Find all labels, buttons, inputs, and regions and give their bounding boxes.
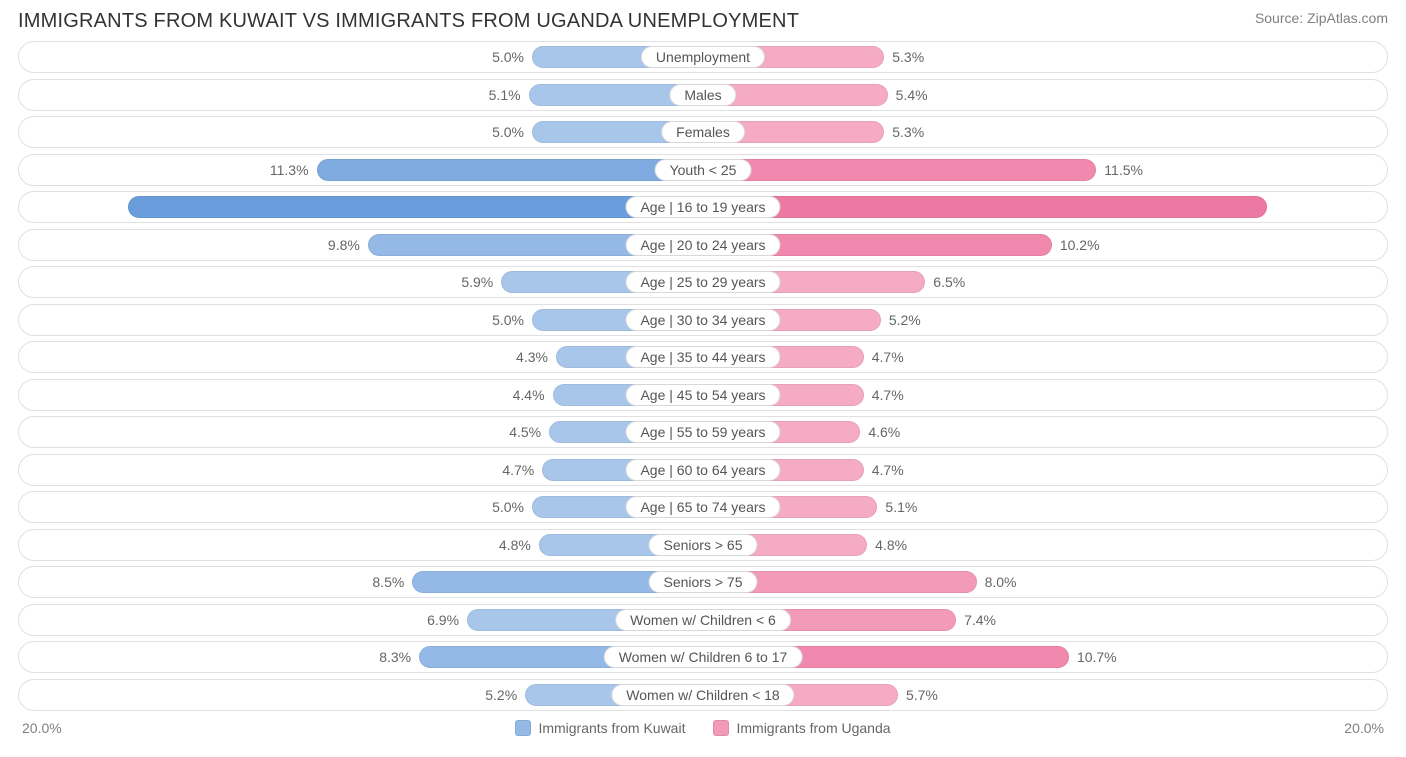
category-label: Women w/ Children 6 to 17	[604, 646, 803, 668]
chart-row: 4.3% 4.7% Age | 35 to 44 years	[18, 341, 1388, 373]
chart-row: 4.7% 4.7% Age | 60 to 64 years	[18, 454, 1388, 486]
value-right: 7.4%	[964, 612, 996, 628]
value-left: 5.2%	[485, 687, 517, 703]
category-label: Women w/ Children < 18	[611, 684, 794, 706]
value-right: 5.7%	[906, 687, 938, 703]
chart-row: 6.9% 7.4% Women w/ Children < 6	[18, 604, 1388, 636]
bar-right	[703, 159, 1096, 181]
chart-row: 4.8% 4.8% Seniors > 65	[18, 529, 1388, 561]
axis-max-right: 20.0%	[1344, 720, 1384, 736]
bar-left	[317, 159, 703, 181]
value-right: 4.7%	[872, 387, 904, 403]
value-left: 4.8%	[499, 537, 531, 553]
chart-row: 5.0% 5.3% Females	[18, 116, 1388, 148]
legend-label-right: Immigrants from Uganda	[736, 720, 890, 736]
category-label: Age | 20 to 24 years	[625, 234, 780, 256]
category-label: Age | 25 to 29 years	[625, 271, 780, 293]
value-left: 6.9%	[427, 612, 459, 628]
legend-label-left: Immigrants from Kuwait	[538, 720, 685, 736]
chart-row: 5.9% 6.5% Age | 25 to 29 years	[18, 266, 1388, 298]
value-right: 5.3%	[892, 49, 924, 65]
chart-area: 5.0% 5.3% Unemployment 5.1% 5.4% Males 5.0% 5.3…	[0, 35, 1406, 711]
value-left: 5.1%	[489, 87, 521, 103]
value-right: 8.0%	[985, 574, 1017, 590]
category-label: Males	[669, 84, 736, 106]
value-right: 5.3%	[892, 124, 924, 140]
chart-row: 5.0% 5.3% Unemployment	[18, 41, 1388, 73]
value-left: 8.3%	[379, 649, 411, 665]
chart-row: 5.0% 5.2% Age | 30 to 34 years	[18, 304, 1388, 336]
page-title: IMMIGRANTS FROM KUWAIT VS IMMIGRANTS FRO…	[18, 10, 799, 33]
value-left: 5.9%	[461, 274, 493, 290]
category-label: Age | 16 to 19 years	[625, 196, 780, 218]
chart-row: 5.1% 5.4% Males	[18, 79, 1388, 111]
axis-max-left: 20.0%	[22, 720, 62, 736]
value-left: 5.0%	[492, 49, 524, 65]
chart-row: 5.2% 5.7% Women w/ Children < 18	[18, 679, 1388, 711]
value-left: 5.0%	[492, 124, 524, 140]
chart-row: 16.8% 16.5% Age | 16 to 19 years	[18, 191, 1388, 223]
value-left: 4.7%	[502, 462, 534, 478]
value-right: 10.7%	[1077, 649, 1117, 665]
value-left: 5.0%	[492, 499, 524, 515]
category-label: Age | 60 to 64 years	[625, 459, 780, 481]
category-label: Unemployment	[641, 46, 765, 68]
chart-row: 8.3% 10.7% Women w/ Children 6 to 17	[18, 641, 1388, 673]
value-right: 6.5%	[933, 274, 965, 290]
value-right: 5.2%	[889, 312, 921, 328]
value-right: 4.7%	[872, 462, 904, 478]
value-left: 4.4%	[513, 387, 545, 403]
category-label: Age | 30 to 34 years	[625, 309, 780, 331]
value-left: 11.3%	[270, 162, 309, 178]
value-left: 16.8%	[27, 199, 67, 215]
value-left: 9.8%	[328, 237, 360, 253]
value-left: 8.5%	[372, 574, 404, 590]
category-label: Seniors > 65	[649, 534, 758, 556]
source-attribution: Source: ZipAtlas.com	[1255, 10, 1388, 26]
category-label: Age | 55 to 59 years	[625, 421, 780, 443]
legend-item-left: Immigrants from Kuwait	[515, 720, 685, 736]
value-left: 4.3%	[516, 349, 548, 365]
category-label: Age | 65 to 74 years	[625, 496, 780, 518]
value-right: 4.7%	[872, 349, 904, 365]
category-label: Youth < 25	[655, 159, 752, 181]
chart-row: 11.3% 11.5% Youth < 25	[18, 154, 1388, 186]
chart-footer: 20.0% Immigrants from Kuwait Immigrants …	[0, 716, 1406, 736]
header: IMMIGRANTS FROM KUWAIT VS IMMIGRANTS FRO…	[0, 0, 1406, 35]
legend-item-right: Immigrants from Uganda	[713, 720, 890, 736]
chart-row: 4.5% 4.6% Age | 55 to 59 years	[18, 416, 1388, 448]
value-right: 11.5%	[1104, 162, 1143, 178]
category-label: Women w/ Children < 6	[615, 609, 791, 631]
category-label: Females	[661, 121, 745, 143]
value-left: 5.0%	[492, 312, 524, 328]
value-right: 16.5%	[1339, 199, 1379, 215]
value-right: 10.2%	[1060, 237, 1100, 253]
value-right: 4.8%	[875, 537, 907, 553]
chart-row: 9.8% 10.2% Age | 20 to 24 years	[18, 229, 1388, 261]
chart-row: 5.0% 5.1% Age | 65 to 74 years	[18, 491, 1388, 523]
chart-row: 4.4% 4.7% Age | 45 to 54 years	[18, 379, 1388, 411]
value-right: 5.4%	[896, 87, 928, 103]
legend: Immigrants from Kuwait Immigrants from U…	[515, 720, 890, 736]
legend-swatch-left	[515, 720, 531, 736]
category-label: Age | 35 to 44 years	[625, 346, 780, 368]
value-right: 5.1%	[885, 499, 917, 515]
chart-row: 8.5% 8.0% Seniors > 75	[18, 566, 1388, 598]
value-left: 4.5%	[509, 424, 541, 440]
category-label: Seniors > 75	[649, 571, 758, 593]
value-right: 4.6%	[868, 424, 900, 440]
bar-left	[128, 196, 703, 218]
category-label: Age | 45 to 54 years	[625, 384, 780, 406]
bar-right	[703, 196, 1267, 218]
legend-swatch-right	[713, 720, 729, 736]
